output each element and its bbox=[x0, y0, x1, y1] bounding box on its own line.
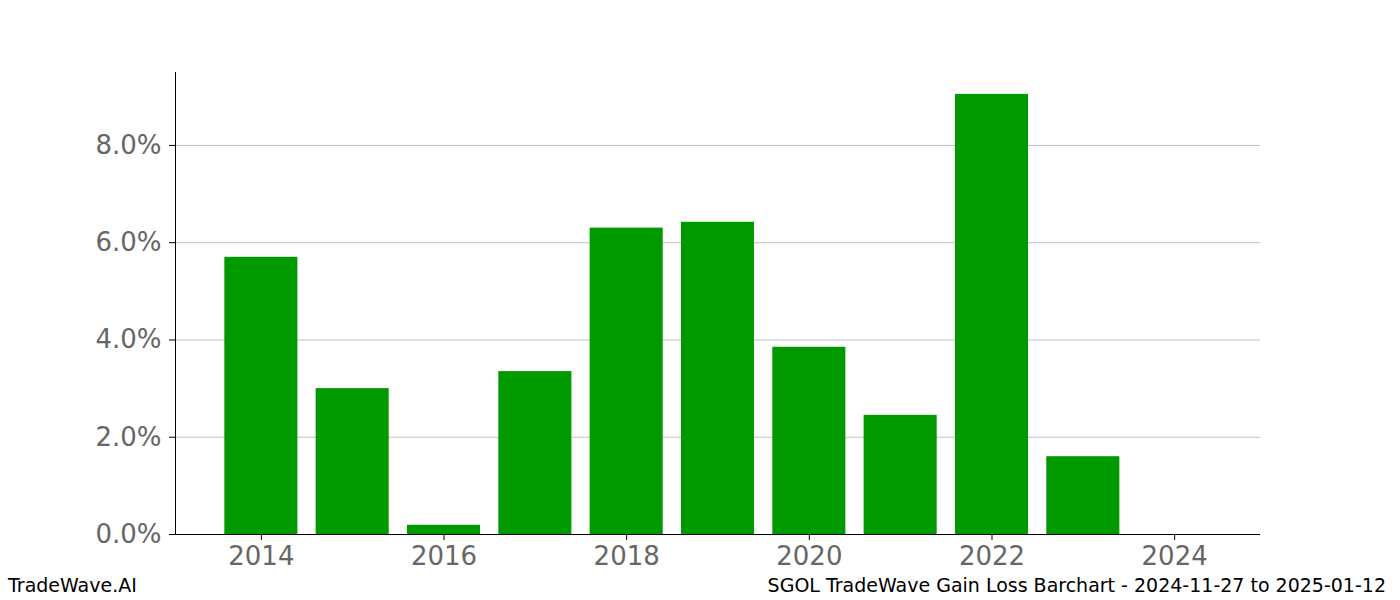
svg-text:0.0%: 0.0% bbox=[95, 519, 161, 549]
svg-text:6.0%: 6.0% bbox=[95, 227, 161, 257]
svg-text:8.0%: 8.0% bbox=[95, 130, 161, 160]
svg-text:2.0%: 2.0% bbox=[95, 422, 161, 452]
html-text:SGOL TradeWave Gain Loss Barch: SGOL TradeWave Gain Loss Barchart - 2024… bbox=[767, 574, 1386, 596]
svg-text:2022: 2022 bbox=[959, 541, 1025, 571]
svg-text:2014: 2014 bbox=[228, 541, 294, 571]
html-text:TradeWave.AI: TradeWave.AI bbox=[8, 574, 137, 596]
svg-text:2024: 2024 bbox=[1142, 541, 1208, 571]
svg-text:2020: 2020 bbox=[776, 541, 842, 571]
svg-text:2016: 2016 bbox=[411, 541, 477, 571]
svg-text:2018: 2018 bbox=[594, 541, 660, 571]
svg-text:4.0%: 4.0% bbox=[95, 324, 161, 354]
